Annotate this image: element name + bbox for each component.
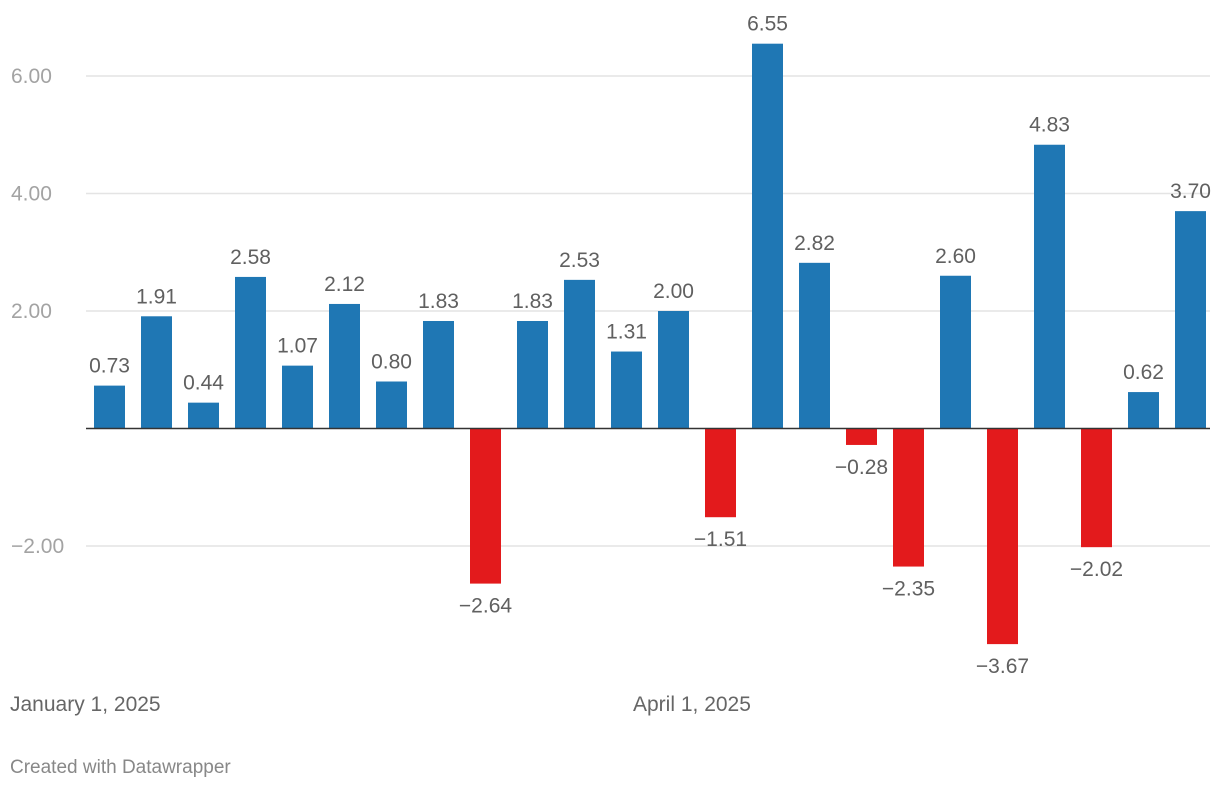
bar (470, 428, 501, 584)
bar (235, 276, 266, 429)
x-tick-label: January 1, 2025 (10, 693, 161, 716)
bar (1081, 428, 1112, 548)
data-label: −2.64 (459, 595, 512, 618)
bar (188, 402, 219, 429)
bars (94, 43, 1206, 645)
credit-footer: Created with Datawrapper (10, 757, 231, 778)
data-label: 0.73 (89, 355, 130, 378)
bar (1034, 144, 1065, 429)
data-label: 2.60 (935, 245, 976, 268)
bar (611, 351, 642, 429)
bar (282, 365, 313, 429)
data-label: −1.51 (694, 528, 747, 551)
bar (752, 43, 783, 429)
bar (517, 320, 548, 429)
bar (846, 428, 877, 445)
data-label: 1.83 (418, 290, 459, 313)
y-tick-label: 6.00 (11, 65, 52, 88)
data-label: −0.28 (835, 456, 888, 479)
data-label: 0.62 (1123, 361, 1164, 384)
bar (1175, 211, 1206, 429)
bar-chart: 6.00 4.00 2.00 −2.00 0.73 1.91 0.44 2.58 1.07 2.… (10, 13, 1211, 716)
gridlines (86, 75, 1210, 547)
data-label: 2.58 (230, 246, 271, 269)
y-axis-tick-labels: 6.00 4.00 2.00 −2.00 (11, 65, 64, 558)
x-axis-tick-labels: January 1, 2025 April 1, 2025 (10, 693, 751, 716)
bar (705, 428, 736, 518)
data-label: 2.00 (653, 280, 694, 303)
y-tick-label: −2.00 (11, 535, 64, 558)
y-tick-label: 4.00 (11, 183, 52, 206)
data-label: 2.53 (559, 249, 600, 272)
bar (423, 320, 454, 429)
data-label: 1.07 (277, 335, 318, 358)
data-label: 2.12 (324, 273, 365, 296)
bar (329, 303, 360, 429)
data-label: 4.83 (1029, 114, 1070, 137)
data-label: −2.02 (1070, 558, 1123, 581)
bar (141, 316, 172, 429)
bar (940, 275, 971, 429)
bar (799, 262, 830, 429)
data-label: −2.35 (882, 578, 935, 601)
data-label: 1.31 (606, 321, 647, 344)
bar (376, 381, 407, 429)
data-label: 1.83 (512, 290, 553, 313)
bar (564, 279, 595, 429)
value-labels: 0.73 1.91 0.44 2.58 1.07 2.12 0.80 1.83 −2.64 1.8… (89, 13, 1211, 678)
data-label: 6.55 (747, 13, 788, 36)
bar (1128, 392, 1159, 429)
x-tick-label: April 1, 2025 (633, 693, 751, 716)
y-tick-label: 2.00 (11, 300, 52, 323)
bar (658, 311, 689, 429)
data-label: −3.67 (976, 655, 1029, 678)
data-label: 0.44 (183, 372, 224, 395)
data-label: 2.82 (794, 232, 835, 255)
data-label: 3.70 (1170, 180, 1211, 203)
data-label: 1.91 (136, 285, 177, 308)
bar (893, 428, 924, 567)
data-label: 0.80 (371, 351, 412, 374)
bar (987, 428, 1018, 645)
bar (94, 385, 125, 429)
